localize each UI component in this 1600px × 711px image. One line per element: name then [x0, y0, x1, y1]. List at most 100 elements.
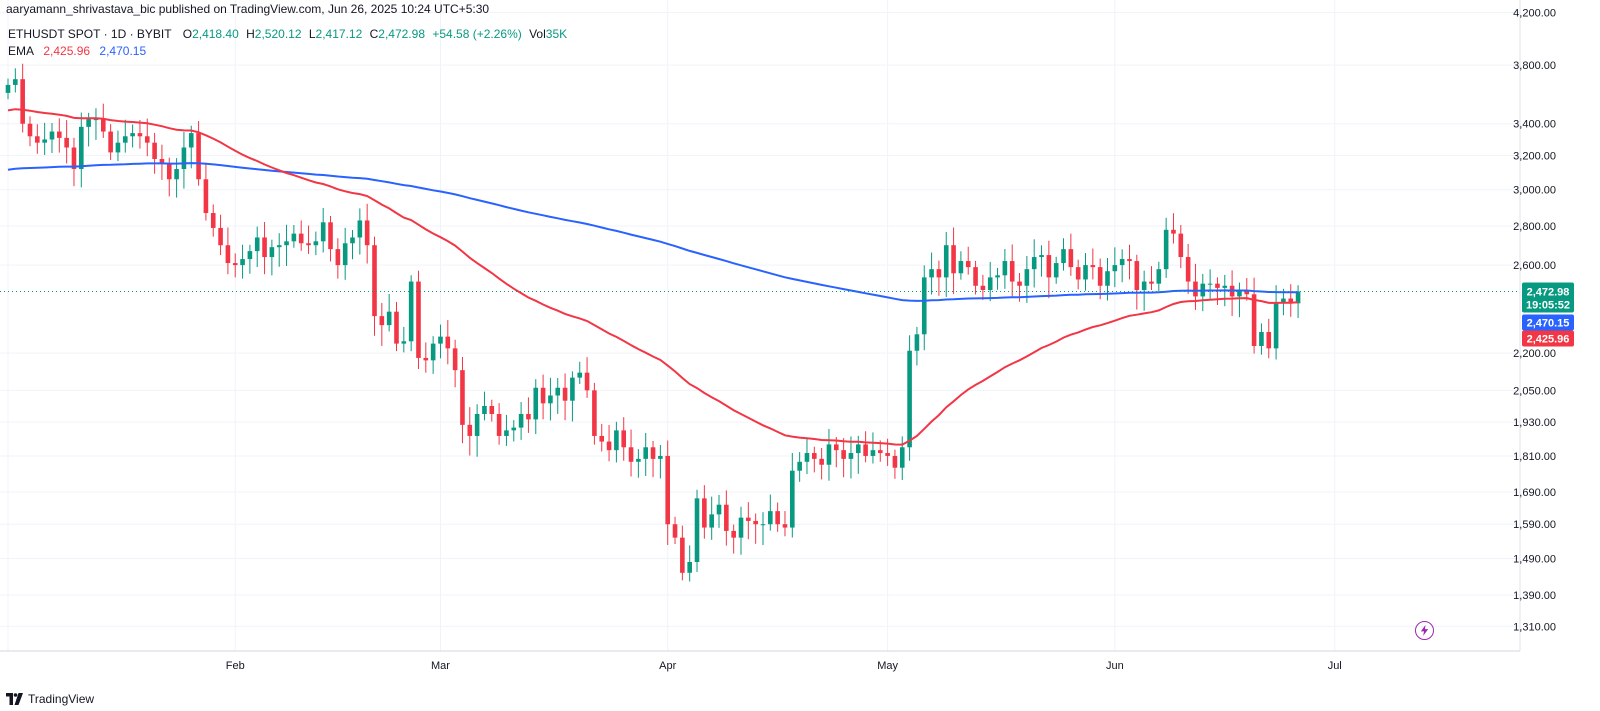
candle [790, 452, 795, 538]
flash-icon[interactable] [1415, 621, 1434, 640]
candle [254, 226, 260, 268]
candle-body [416, 281, 421, 358]
candle-body [899, 447, 905, 468]
candle [1237, 282, 1242, 318]
y-tick-label: 3,400.00 [1513, 119, 1556, 131]
candle [1149, 266, 1154, 291]
ema-slow-line [7, 162, 1299, 302]
candle [232, 253, 238, 278]
candle-body [1163, 229, 1169, 270]
candle-body [790, 470, 795, 528]
candle [1024, 255, 1030, 303]
candle [592, 382, 597, 445]
candle-body [1024, 269, 1030, 286]
candle [526, 397, 531, 433]
candle-body [731, 530, 736, 538]
last-price-label: 2,472.98 [1527, 286, 1570, 298]
candle-body [1193, 281, 1198, 297]
candle [408, 275, 414, 352]
candle-body [921, 277, 927, 335]
candle-body [709, 514, 714, 528]
ema-label[interactable]: EMA [8, 44, 35, 58]
candle [562, 373, 568, 421]
candle-body [452, 348, 458, 371]
open-label: O [182, 27, 193, 41]
candle [394, 301, 399, 352]
candle [643, 432, 649, 476]
candle-body [86, 119, 91, 127]
candle [1075, 259, 1081, 290]
low-label: L [308, 27, 316, 41]
candle [218, 214, 223, 256]
candle-body [1061, 249, 1066, 264]
candle-body [1039, 255, 1044, 258]
candle-body [599, 435, 605, 442]
candle-body [855, 444, 861, 454]
candle-body [643, 447, 649, 459]
candle [108, 124, 113, 160]
candle-body [276, 245, 282, 248]
candle [438, 324, 443, 359]
candle-body [5, 84, 11, 93]
candle [93, 108, 99, 140]
footer-brand[interactable]: TradingView [6, 692, 94, 706]
candle [1097, 258, 1103, 300]
candle [694, 489, 700, 572]
symbol-title[interactable]: ETHUSDT SPOT · 1D · BYBIT [8, 27, 172, 41]
candle-body [1244, 289, 1250, 295]
candle-body [914, 334, 920, 351]
candle [533, 379, 539, 435]
candle-body [980, 285, 986, 290]
y-tick-label: 1,310.00 [1513, 621, 1556, 633]
candle [416, 270, 421, 370]
volume-label: Vol [529, 27, 546, 41]
candle [152, 132, 157, 174]
candle-body [1031, 257, 1037, 270]
candle-body [665, 455, 670, 525]
candle [1273, 285, 1279, 360]
candle-body [1251, 294, 1257, 346]
candle [1185, 243, 1191, 294]
time-axis[interactable]: Feb Mar Apr May Jun Jul [226, 660, 1342, 672]
x-tick-label: Feb [226, 660, 245, 672]
publish-info: aaryamann_shrivastava_bic published on T… [6, 2, 490, 16]
candle [1295, 285, 1301, 319]
candle [921, 265, 927, 351]
candle-body [210, 213, 216, 228]
candle [1178, 225, 1184, 269]
candle [599, 423, 605, 452]
y-tick-label: 1,490.00 [1513, 553, 1556, 565]
candle [731, 524, 736, 554]
candle-body [973, 267, 978, 286]
candle-body [35, 136, 40, 143]
candle-body [137, 133, 143, 137]
candle [804, 438, 810, 475]
candle [1251, 277, 1257, 354]
candle [460, 356, 465, 444]
candle-body [467, 424, 473, 436]
candle [122, 119, 128, 153]
candle [980, 274, 986, 300]
candle-body [240, 259, 245, 266]
candle [489, 399, 495, 422]
candle [474, 404, 480, 457]
candle [621, 417, 627, 461]
candle-body [93, 119, 99, 121]
candle-body [108, 131, 113, 153]
candle [570, 371, 575, 422]
candle [650, 440, 656, 478]
candle [1127, 244, 1132, 280]
candle [628, 429, 634, 477]
candle [1163, 217, 1169, 278]
candle [1259, 323, 1264, 355]
price-axis[interactable]: 1,310.00 1,390.00 1,490.00 1,590.00 1,690.00… [1513, 7, 1556, 633]
candle [1134, 254, 1140, 310]
candle [716, 494, 722, 528]
candle-body [870, 450, 876, 456]
candle-body [892, 455, 898, 468]
candle-body [320, 222, 326, 242]
y-tick-label: 1,390.00 [1513, 590, 1556, 602]
candle [1141, 270, 1147, 311]
ema-fast-tag [1522, 330, 1574, 347]
